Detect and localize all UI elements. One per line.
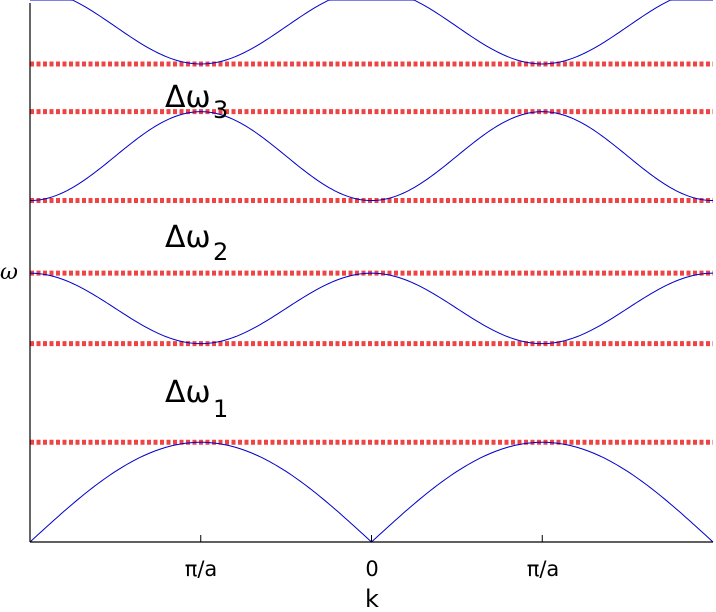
gap-label-1: Δω 1	[165, 375, 228, 423]
band-1-line	[29, 441, 714, 543]
gap-label-2: Δω 2	[165, 220, 228, 266]
x-ticks	[200, 535, 543, 542]
gap-label-1-symbol: Δω	[165, 375, 211, 410]
y-axis-label: ω	[0, 260, 18, 285]
x-tick-label-right: π/a	[527, 557, 560, 581]
gap-label-2-symbol: Δω	[165, 220, 211, 255]
band-3-line	[29, 111, 714, 202]
x-tick-label-left: π/a	[185, 557, 218, 581]
band-4-line	[30, 0, 713, 65]
gap-label-3-symbol: Δω	[165, 80, 211, 115]
gap-label-1-subscript: 1	[213, 395, 228, 423]
x-axis-label: k	[365, 585, 379, 612]
gap-label-2-subscript: 2	[213, 238, 228, 266]
band-gap-lines	[30, 61, 713, 445]
band-2-line	[29, 272, 714, 345]
gap-label-3-subscript: 3	[213, 96, 228, 124]
gap-label-3: Δω 3	[165, 80, 228, 124]
x-tick-label-center: 0	[365, 557, 378, 581]
